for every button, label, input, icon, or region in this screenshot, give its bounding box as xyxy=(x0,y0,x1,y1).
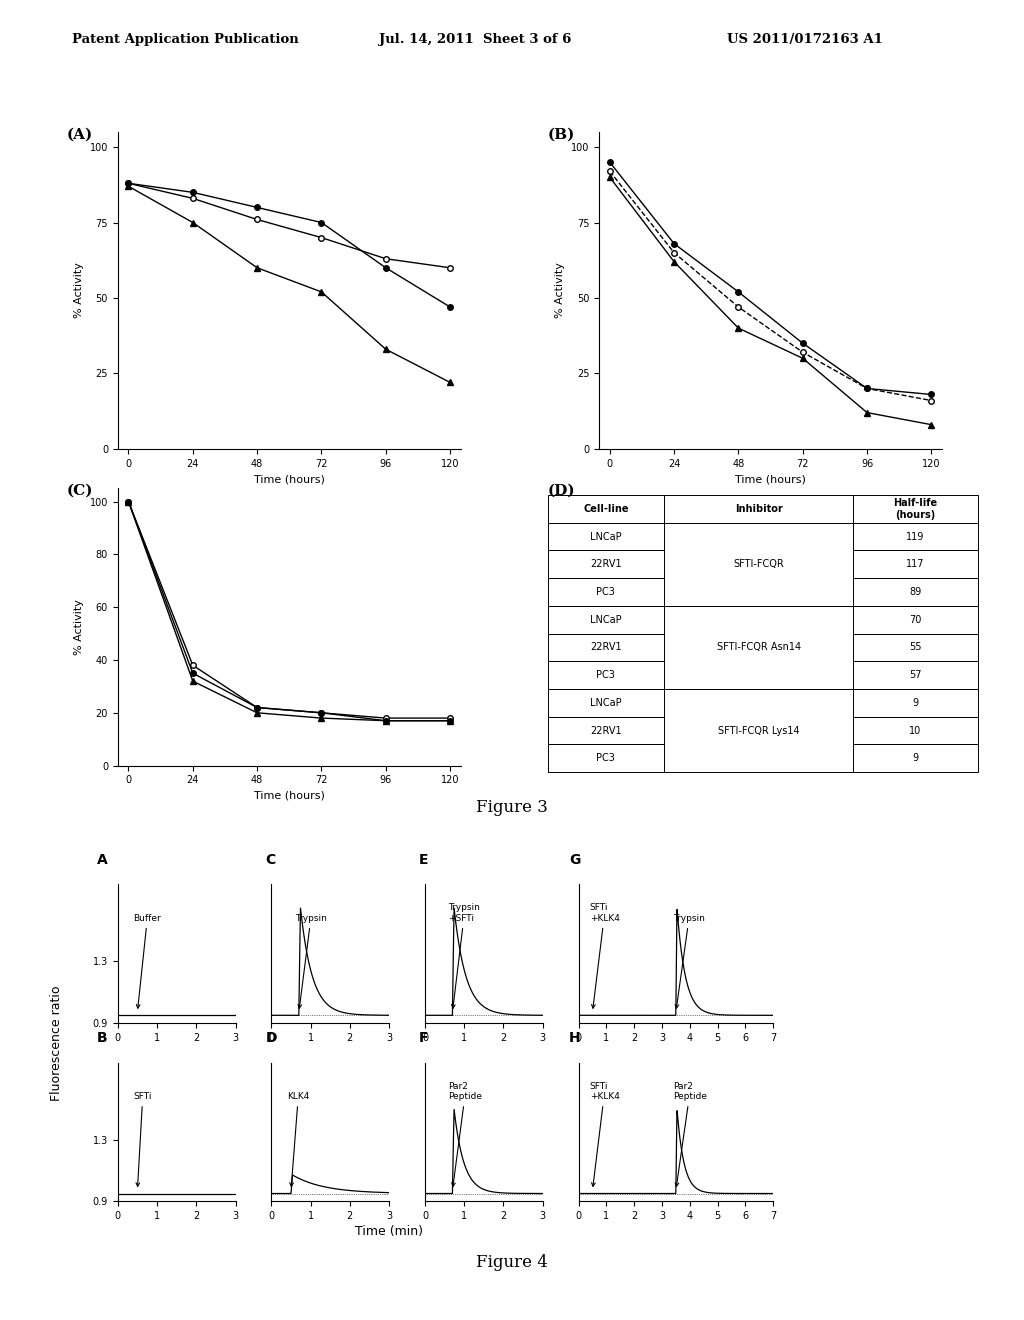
Text: Par2
Peptide: Par2 Peptide xyxy=(449,1081,482,1187)
Text: US 2011/0172163 A1: US 2011/0172163 A1 xyxy=(727,33,883,46)
Text: SFTI-FCQR Asn14: SFTI-FCQR Asn14 xyxy=(717,643,801,652)
Text: H: H xyxy=(569,1031,581,1045)
Text: Trypsin: Trypsin xyxy=(295,913,327,1008)
Text: (A): (A) xyxy=(67,128,93,141)
Text: Patent Application Publication: Patent Application Publication xyxy=(72,33,298,46)
Text: (C): (C) xyxy=(67,484,93,498)
Text: (D): (D) xyxy=(548,484,575,498)
Text: E: E xyxy=(419,853,429,867)
Bar xyxy=(853,744,978,772)
Bar xyxy=(853,634,978,661)
Text: LNCaP: LNCaP xyxy=(590,615,622,624)
Text: Jul. 14, 2011  Sheet 3 of 6: Jul. 14, 2011 Sheet 3 of 6 xyxy=(379,33,571,46)
Text: 117: 117 xyxy=(906,560,925,569)
Text: Buffer: Buffer xyxy=(133,913,161,1008)
Bar xyxy=(548,689,664,717)
Text: Trypsin
+SFTi: Trypsin +SFTi xyxy=(449,903,480,1008)
X-axis label: Time (hours): Time (hours) xyxy=(254,791,325,801)
Bar xyxy=(548,717,664,744)
Bar xyxy=(664,606,853,689)
Bar xyxy=(853,661,978,689)
Text: SFTi
+KLK4: SFTi +KLK4 xyxy=(590,903,620,1008)
Text: Par2
Peptide: Par2 Peptide xyxy=(673,1081,707,1187)
Bar xyxy=(853,578,978,606)
Text: LNCaP: LNCaP xyxy=(590,532,622,541)
X-axis label: Time (hours): Time (hours) xyxy=(735,474,806,484)
Bar xyxy=(853,689,978,717)
Bar xyxy=(853,717,978,744)
Y-axis label: % Activity: % Activity xyxy=(74,599,84,655)
Bar xyxy=(548,578,664,606)
Text: 89: 89 xyxy=(909,587,922,597)
Text: 22RV1: 22RV1 xyxy=(590,726,622,735)
Bar xyxy=(548,495,664,523)
Text: C: C xyxy=(265,853,275,867)
Text: 9: 9 xyxy=(912,754,919,763)
Text: 10: 10 xyxy=(909,726,922,735)
Bar xyxy=(853,606,978,634)
Text: 70: 70 xyxy=(909,615,922,624)
Y-axis label: % Activity: % Activity xyxy=(555,263,565,318)
Text: KLK4: KLK4 xyxy=(287,1092,309,1187)
Text: 9: 9 xyxy=(912,698,919,708)
Text: SFTi
+KLK4: SFTi +KLK4 xyxy=(590,1081,620,1187)
Text: PC3: PC3 xyxy=(596,587,615,597)
Text: Fluorescence ratio: Fluorescence ratio xyxy=(50,985,62,1101)
Text: 57: 57 xyxy=(909,671,922,680)
Text: B: B xyxy=(96,1031,108,1045)
Bar xyxy=(664,495,853,523)
Text: 119: 119 xyxy=(906,532,925,541)
Text: A: A xyxy=(96,853,108,867)
Text: Time (min): Time (min) xyxy=(355,1225,423,1238)
Text: Inhibitor: Inhibitor xyxy=(734,504,782,513)
Bar xyxy=(853,550,978,578)
Text: (B): (B) xyxy=(548,128,575,141)
Text: SFTI-FCQR Lys14: SFTI-FCQR Lys14 xyxy=(718,726,800,735)
Text: Cell-line: Cell-line xyxy=(583,504,629,513)
Text: Half-life
(hours): Half-life (hours) xyxy=(894,498,938,520)
Bar xyxy=(548,550,664,578)
Text: PC3: PC3 xyxy=(596,671,615,680)
Bar xyxy=(548,523,664,550)
Bar xyxy=(853,523,978,550)
Text: LNCaP: LNCaP xyxy=(590,698,622,708)
Bar xyxy=(548,606,664,634)
Bar xyxy=(664,523,853,606)
Text: Trypsin: Trypsin xyxy=(673,913,705,1008)
Text: G: G xyxy=(569,853,581,867)
Bar xyxy=(853,495,978,523)
Text: 22RV1: 22RV1 xyxy=(590,643,622,652)
Bar xyxy=(548,634,664,661)
Text: PC3: PC3 xyxy=(596,754,615,763)
Bar xyxy=(664,689,853,772)
Text: F: F xyxy=(419,1031,429,1045)
Text: 22RV1: 22RV1 xyxy=(590,560,622,569)
Text: Figure 4: Figure 4 xyxy=(476,1254,548,1271)
Y-axis label: % Activity: % Activity xyxy=(74,263,84,318)
Text: D: D xyxy=(265,1031,276,1045)
Text: SFTi: SFTi xyxy=(133,1092,152,1187)
Bar xyxy=(548,744,664,772)
Text: SFTI-FCQR: SFTI-FCQR xyxy=(733,560,784,569)
X-axis label: Time (hours): Time (hours) xyxy=(254,474,325,484)
Text: Figure 3: Figure 3 xyxy=(476,799,548,816)
Bar xyxy=(548,661,664,689)
Text: 55: 55 xyxy=(909,643,922,652)
